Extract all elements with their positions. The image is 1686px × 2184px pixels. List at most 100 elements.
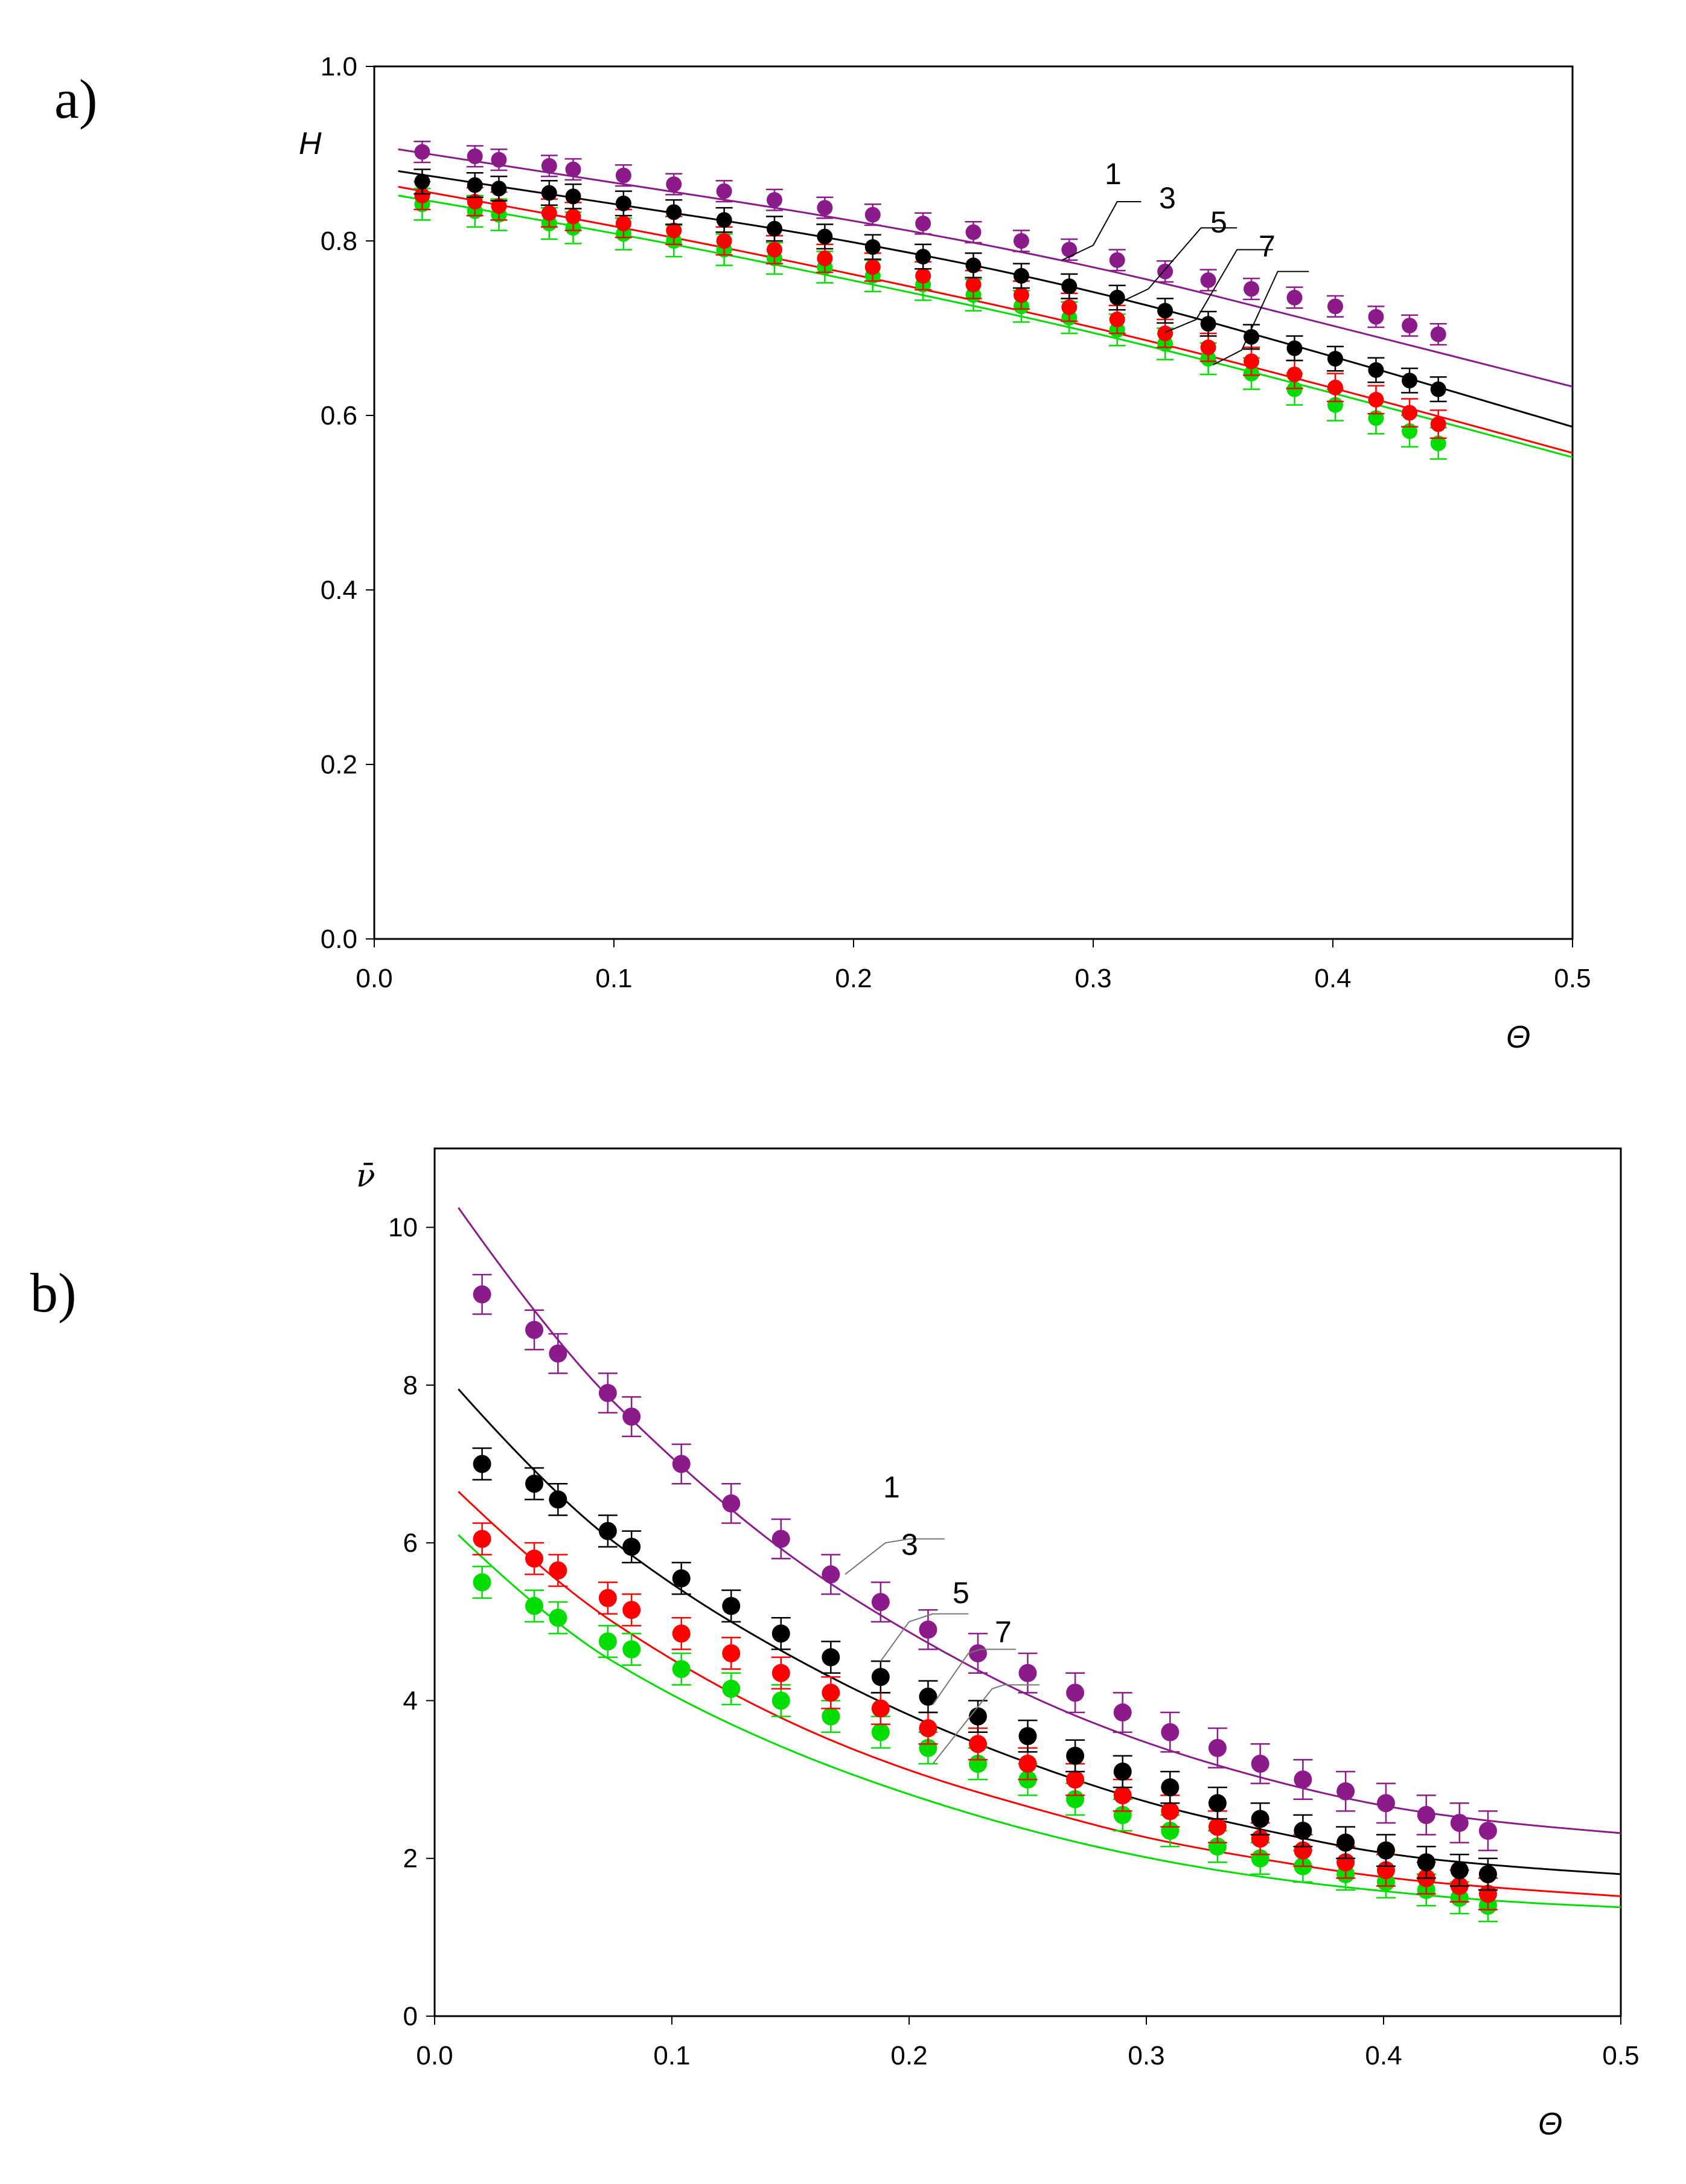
panel-b-point-series-5 bbox=[870, 1692, 890, 1725]
panel-a-curve-label-7: 7 bbox=[1259, 229, 1276, 263]
panel-a-point-series-3 bbox=[665, 199, 683, 225]
panel-a-data-markers bbox=[414, 141, 1447, 460]
data-marker bbox=[1336, 1782, 1355, 1801]
data-marker bbox=[915, 267, 931, 284]
data-marker bbox=[672, 1624, 691, 1643]
panel-a-point-series-1 bbox=[1157, 260, 1174, 283]
panel-b-point-series-5 bbox=[1065, 1763, 1085, 1796]
panel-b-point-series-1 bbox=[472, 1273, 492, 1315]
panel-a-y-tick-label: 0.2 bbox=[321, 750, 357, 780]
panel-b-point-series-3 bbox=[968, 1700, 988, 1733]
data-marker bbox=[1327, 298, 1343, 315]
panel-b-point-series-3 bbox=[1160, 1770, 1180, 1804]
panel-b-point-series-1 bbox=[771, 1518, 791, 1560]
data-marker bbox=[615, 195, 631, 211]
data-marker bbox=[467, 148, 483, 164]
data-marker bbox=[1286, 381, 1303, 397]
panel-a-point-series-5 bbox=[1429, 409, 1447, 439]
data-marker bbox=[1417, 1805, 1435, 1824]
data-marker bbox=[722, 1494, 741, 1513]
panel-a-point-series-3 bbox=[1012, 263, 1030, 289]
panel-b-x-tick-label: 0.0 bbox=[416, 2041, 453, 2070]
panel-a-point-series-3 bbox=[564, 183, 582, 210]
data-marker bbox=[1013, 287, 1029, 303]
data-marker bbox=[1376, 1794, 1395, 1813]
panel-a-plot-frame bbox=[373, 65, 1574, 940]
panel-a-point-series-5 bbox=[1401, 398, 1419, 428]
data-marker bbox=[549, 1561, 567, 1580]
data-marker bbox=[817, 228, 833, 245]
panel-b-y-tick-label: 6 bbox=[403, 1528, 418, 1558]
data-marker bbox=[1478, 1865, 1497, 1883]
data-marker bbox=[1244, 281, 1260, 297]
data-marker bbox=[525, 1549, 544, 1568]
data-marker bbox=[919, 1719, 937, 1738]
panel-a-point-series-3 bbox=[540, 180, 558, 207]
panel-b-leader-line-7 bbox=[932, 1684, 1040, 1764]
data-marker bbox=[1450, 1861, 1469, 1880]
data-marker bbox=[615, 167, 631, 184]
panel-b-fit-curve-7 bbox=[458, 1534, 1621, 1909]
panel-b-point-series-1 bbox=[1250, 1743, 1270, 1784]
data-marker bbox=[919, 1620, 937, 1639]
panel-b-x-tick-label: 0.5 bbox=[1602, 2041, 1639, 2070]
data-marker bbox=[1294, 1822, 1312, 1840]
data-marker bbox=[1113, 1703, 1132, 1722]
data-marker bbox=[1327, 351, 1343, 367]
panel-a-y-tick-label: 0.4 bbox=[321, 575, 357, 605]
data-marker bbox=[771, 1691, 790, 1710]
data-marker bbox=[622, 1640, 641, 1659]
panel-b-point-series-1 bbox=[548, 1333, 568, 1374]
data-marker bbox=[1208, 1738, 1227, 1757]
panel-b-curve-label-5: 5 bbox=[953, 1576, 969, 1610]
panel-a-point-series-1 bbox=[466, 145, 484, 168]
data-marker bbox=[1376, 1841, 1395, 1860]
data-marker bbox=[414, 144, 430, 160]
panel-b-point-series-1 bbox=[870, 1581, 890, 1623]
data-marker bbox=[1061, 278, 1078, 295]
panel-a-point-series-1 bbox=[1061, 238, 1078, 261]
panel-a-point-series-3 bbox=[1401, 367, 1419, 394]
data-marker bbox=[1251, 1810, 1269, 1828]
data-marker bbox=[525, 1475, 544, 1493]
panel-b-point-series-3 bbox=[1065, 1739, 1085, 1773]
data-marker bbox=[1061, 299, 1078, 315]
panel-b-x-tick-label: 0.1 bbox=[653, 2041, 690, 2070]
panel-a-x-ticks: 0.0 0.1 0.2 0.3 0.4 0.5 bbox=[356, 939, 1591, 993]
panel-b-point-series-1 bbox=[1113, 1692, 1132, 1733]
panel-b-y-tick-label: 2 bbox=[403, 1844, 418, 1874]
panel-b-point-series-1 bbox=[1018, 1652, 1038, 1694]
panel-b-leader-line-5 bbox=[932, 1648, 1016, 1705]
panel-b-point-series-5 bbox=[918, 1711, 938, 1745]
panel-b-leader-line-3 bbox=[880, 1613, 969, 1662]
panel-b-point-series-1 bbox=[721, 1482, 741, 1524]
panel-a-y-axis-title: H bbox=[299, 126, 322, 161]
panel-a-x-tick-label: 0.4 bbox=[1314, 964, 1351, 993]
data-marker bbox=[871, 1699, 890, 1718]
panel-b-point-series-7 bbox=[721, 1672, 741, 1706]
data-marker bbox=[1109, 312, 1125, 328]
panel-a-point-series-1 bbox=[915, 212, 932, 235]
panel-b-point-series-3 bbox=[671, 1561, 691, 1595]
data-marker bbox=[414, 187, 430, 203]
panel-b-x-axis-title: Θ bbox=[1538, 2107, 1562, 2142]
panel-b-point-series-3 bbox=[622, 1530, 642, 1564]
panel-b-point-series-5 bbox=[598, 1581, 618, 1615]
panel-a-point-series-3 bbox=[1061, 273, 1078, 299]
panel-b-point-series-1 bbox=[622, 1396, 642, 1438]
data-marker bbox=[666, 176, 682, 193]
panel-b-point-series-5 bbox=[968, 1727, 988, 1761]
data-marker bbox=[1336, 1833, 1355, 1852]
panel-b-y-tick-label: 10 bbox=[388, 1213, 418, 1243]
data-marker bbox=[549, 1490, 567, 1509]
panel-a-x-tick-label: 0.1 bbox=[595, 964, 632, 993]
panel-b-point-series-7 bbox=[525, 1589, 544, 1623]
data-marker bbox=[1402, 373, 1418, 389]
panel-a-x-axis-title: Θ bbox=[1506, 1020, 1530, 1055]
panel-b-fit-curve-3 bbox=[458, 1388, 1621, 1875]
data-marker bbox=[1157, 325, 1173, 342]
panel-a-leader-line-7 bbox=[1213, 271, 1309, 366]
panel-a-curve-label-1: 1 bbox=[1105, 157, 1122, 191]
panel-a-point-series-3 bbox=[1286, 335, 1303, 362]
panel-b-point-series-3 bbox=[548, 1482, 568, 1516]
